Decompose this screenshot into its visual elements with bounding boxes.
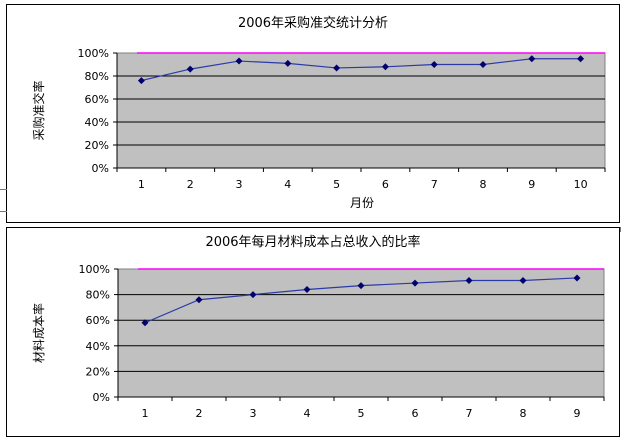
data-point	[333, 64, 341, 72]
data-point	[573, 274, 581, 282]
data-point	[519, 277, 527, 285]
data-point	[303, 285, 311, 293]
x-tick-label: 9	[574, 407, 581, 420]
chart-panel-material-cost: 0% 20% 40% 60% 80% 100% 1 2 3 4 5 6 7 8 9 2006年每月材料成本占总…	[6, 227, 620, 437]
x-tick-label: 2	[187, 178, 194, 191]
x-tick-label: 4	[304, 407, 311, 420]
data-point	[141, 319, 149, 327]
y-tick-label: 60%	[86, 314, 110, 327]
y-tick-label: 80%	[85, 70, 109, 83]
x-tick-label: 6	[382, 178, 389, 191]
x-tick-label: 6	[412, 407, 419, 420]
chart-svg-purchase-ontime: 0% 20% 40% 60% 80% 100% 1 2 3 4 5 6 7 8 9 10 2006年采购准交统计…	[31, 15, 606, 210]
y-tick-label: 0%	[92, 162, 109, 175]
x-tick-label: 8	[520, 407, 527, 420]
x-tick-label: 1	[142, 407, 149, 420]
x-tick-label: 3	[250, 407, 257, 420]
y-tick-label: 0%	[93, 391, 110, 404]
data-point	[577, 55, 585, 63]
chart-title: 2006年每月材料成本占总收入的比率	[205, 234, 420, 250]
chart-title: 2006年采购准交统计分析	[238, 15, 388, 31]
y-tick-label: 100%	[79, 263, 110, 276]
data-point	[284, 59, 292, 67]
x-tick-label: 3	[236, 178, 243, 191]
y-tick-label: 20%	[86, 365, 110, 378]
y-tick-label: 80%	[86, 289, 110, 302]
x-tick-label: 4	[284, 178, 291, 191]
x-tick-label: 5	[358, 407, 365, 420]
x-tick-label: 7	[431, 178, 438, 191]
chart-panel-purchase-ontime: 0% 20% 40% 60% 80% 100% 1 2 3 4 5 6 7 8 9 10 2006年采购准交统计…	[6, 4, 620, 223]
y-tick-label: 20%	[85, 139, 109, 152]
edge-tick-left-1	[0, 189, 7, 190]
y-tick-label: 100%	[78, 47, 109, 60]
y-axis-label: 采购准交率	[31, 80, 46, 140]
data-point	[479, 61, 487, 68]
data-point	[249, 291, 257, 299]
data-point	[235, 57, 243, 65]
data-point	[381, 63, 389, 71]
data-point	[465, 277, 473, 285]
y-axis-label: 材料成本率	[31, 303, 46, 363]
x-tick-label: 1	[138, 178, 145, 191]
x-axis-label: 月份	[350, 196, 374, 210]
edge-tick-right	[620, 227, 621, 232]
x-tick-label: 7	[466, 407, 473, 420]
data-point	[137, 77, 145, 85]
chart-svg-material-cost: 0% 20% 40% 60% 80% 100% 1 2 3 4 5 6 7 8 9 2006年每月材料成本占总…	[31, 234, 605, 420]
data-point	[357, 282, 365, 290]
x-tick-label: 5	[333, 178, 340, 191]
plot-area	[116, 52, 606, 169]
x-tick-label: 10	[574, 178, 588, 191]
data-point	[411, 279, 419, 287]
y-tick-label: 60%	[85, 93, 109, 106]
x-tick-label: 9	[528, 178, 535, 191]
data-point	[195, 296, 203, 304]
data-point	[186, 65, 194, 73]
series-line	[141, 58, 581, 82]
y-tick-label: 40%	[85, 116, 109, 129]
edge-tick-left-2	[0, 211, 7, 212]
plot-area	[117, 268, 605, 398]
y-tick-label: 40%	[86, 340, 110, 353]
data-point	[430, 61, 438, 68]
data-point	[528, 55, 536, 63]
x-tick-label: 8	[480, 178, 487, 191]
x-tick-label: 2	[196, 407, 203, 420]
